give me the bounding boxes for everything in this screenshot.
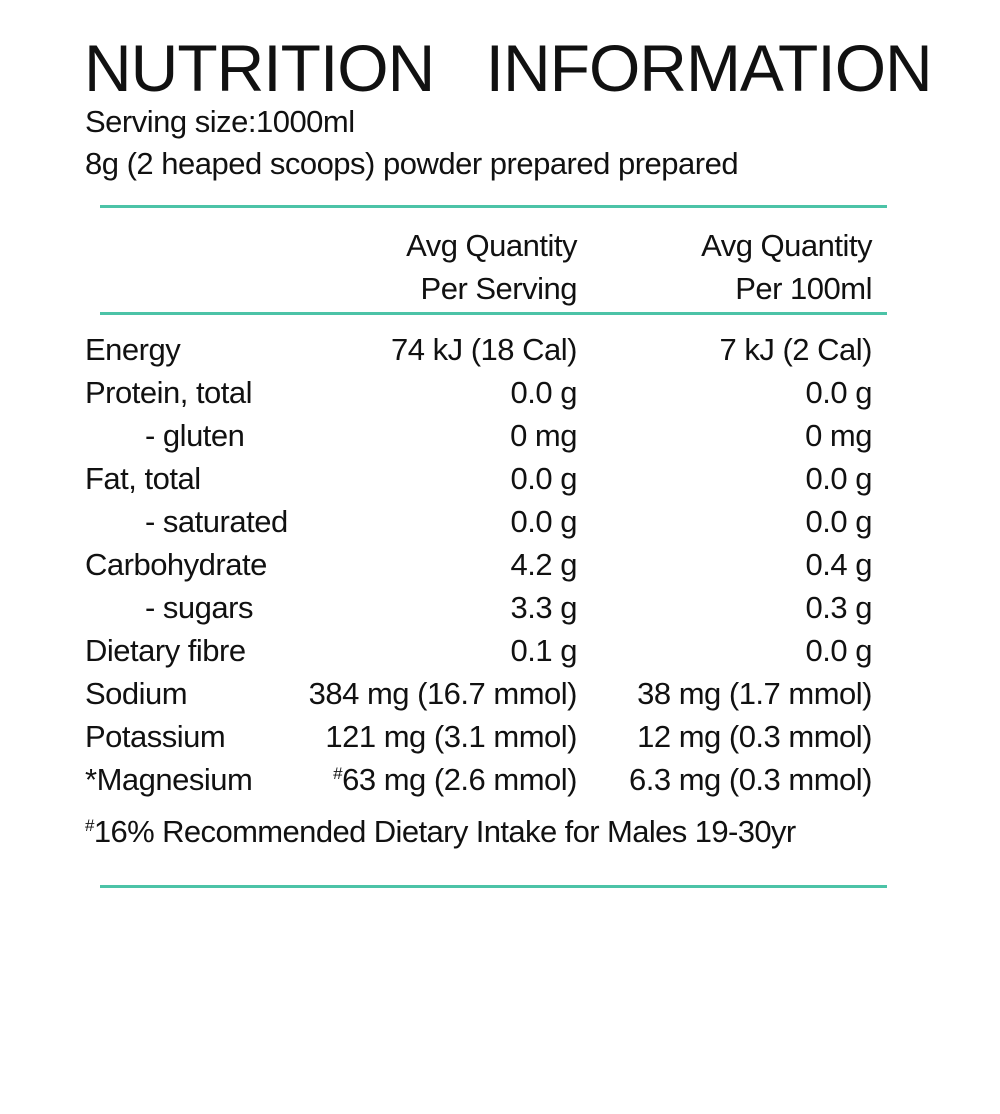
value-text: 384 mg (16.7 mmol): [308, 676, 578, 711]
table-row: Potassium 121 mg (3.1 mmol) 12 mg (0.3 mmo…: [85, 719, 872, 762]
table-row: *Magnesium #63 mg (2.6 mmol) 6.3 mg (0.3 m…: [85, 762, 873, 805]
header-per-serving: Avg Quantity Per Serving: [406, 224, 577, 310]
page-title: NUTRITION INFORMATION: [84, 31, 933, 105]
value-text: 0.0 g: [510, 375, 578, 410]
per-serving-value: 0.1 g: [510, 633, 578, 669]
nutrient-label: Sodium: [85, 676, 188, 711]
per-serving-value: 0.0 g: [510, 461, 578, 497]
per-100ml-value: 0.0 g: [805, 461, 873, 496]
header-line: Avg Quantity: [701, 228, 872, 263]
table-row: - saturated 0.0 g 0.0 g: [85, 504, 873, 547]
value-text: 121 mg (3.1 mmol): [325, 719, 577, 754]
header-line: Per Serving: [420, 271, 578, 306]
header-line: Per 100ml: [735, 271, 872, 306]
divider-header: [100, 312, 887, 315]
value-text: 63 mg (2.6 mmol): [342, 762, 577, 797]
table-row: - gluten 0 mg 0 mg: [85, 418, 872, 461]
value-text: 74 kJ (18 Cal): [391, 332, 577, 367]
nutrient-label: Dietary fibre: [85, 633, 246, 668]
per-serving-value: 384 mg (16.7 mmol): [308, 676, 578, 712]
per-serving-value: 74 kJ (18 Cal): [391, 332, 577, 368]
per-100ml-value: 0 mg: [805, 418, 872, 453]
value-mark: #: [333, 764, 343, 783]
per-100ml-value: 0.4 g: [805, 547, 873, 582]
per-100ml-value: 0.0 g: [805, 375, 873, 410]
serving-size: Serving size:1000ml: [85, 104, 355, 139]
footnote: #16% Recommended Dietary Intake for Male…: [85, 814, 796, 850]
table-row: Protein, total 0.0 g 0.0 g: [85, 375, 873, 418]
per-100ml-value: 6.3 mg (0.3 mmol): [628, 762, 873, 797]
per-100ml-value: 0.0 g: [805, 504, 873, 539]
table-row: Dietary fibre 0.1 g 0.0 g: [85, 633, 873, 676]
nutrient-label: *Magnesium: [85, 762, 253, 797]
per-serving-value: #63 mg (2.6 mmol): [333, 762, 577, 798]
per-100ml-value: 7 kJ (2 Cal): [719, 332, 873, 367]
per-100ml-value: 12 mg (0.3 mmol): [637, 719, 872, 754]
preparation-note: 8g (2 heaped scoops) powder prepared pre…: [85, 146, 739, 181]
nutrient-label: Potassium: [85, 719, 226, 754]
per-serving-value: 121 mg (3.1 mmol): [325, 719, 577, 755]
value-text: 3.3 g: [510, 590, 578, 625]
value-text: 4.2 g: [510, 547, 578, 582]
table-row: Carbohydrate 4.2 g 0.4 g: [85, 547, 873, 590]
nutrient-label: Fat, total: [85, 461, 201, 496]
per-serving-value: 4.2 g: [510, 547, 578, 583]
per-100ml-value: 0.3 g: [805, 590, 873, 625]
value-text: 0.1 g: [510, 633, 578, 668]
nutrient-label: - sugars: [145, 590, 253, 625]
per-100ml-value: 38 mg (1.7 mmol): [637, 676, 872, 711]
nutrient-label: Energy: [85, 332, 181, 367]
per-serving-value: 3.3 g: [510, 590, 578, 626]
value-text: 0 mg: [510, 418, 577, 453]
nutrient-label: Protein, total: [85, 375, 253, 410]
footnote-mark: #: [85, 816, 94, 835]
table-row: Fat, total 0.0 g 0.0 g: [85, 461, 873, 504]
nutrient-label: - saturated: [145, 504, 288, 539]
nutrient-label: - gluten: [145, 418, 245, 453]
footnote-text: 16% Recommended Dietary Intake for Males…: [93, 814, 796, 849]
header-per-100ml: Avg Quantity Per 100ml: [701, 224, 872, 310]
table-row: - sugars 3.3 g 0.3 g: [85, 590, 873, 633]
per-serving-value: 0 mg: [510, 418, 577, 454]
divider-bottom: [100, 885, 887, 888]
value-text: 0.0 g: [510, 504, 578, 539]
table-row: Energy 74 kJ (18 Cal) 7 kJ (2 Cal): [85, 332, 873, 375]
table-row: Sodium 384 mg (16.7 mmol) 38 mg (1.7 mmol): [85, 676, 872, 719]
per-serving-value: 0.0 g: [510, 375, 578, 411]
divider-top: [100, 205, 887, 208]
value-text: 0.0 g: [510, 461, 578, 496]
per-serving-value: 0.0 g: [510, 504, 578, 540]
nutrient-label: Carbohydrate: [85, 547, 267, 582]
per-100ml-value: 0.0 g: [805, 633, 873, 668]
header-line: Avg Quantity: [406, 228, 577, 263]
